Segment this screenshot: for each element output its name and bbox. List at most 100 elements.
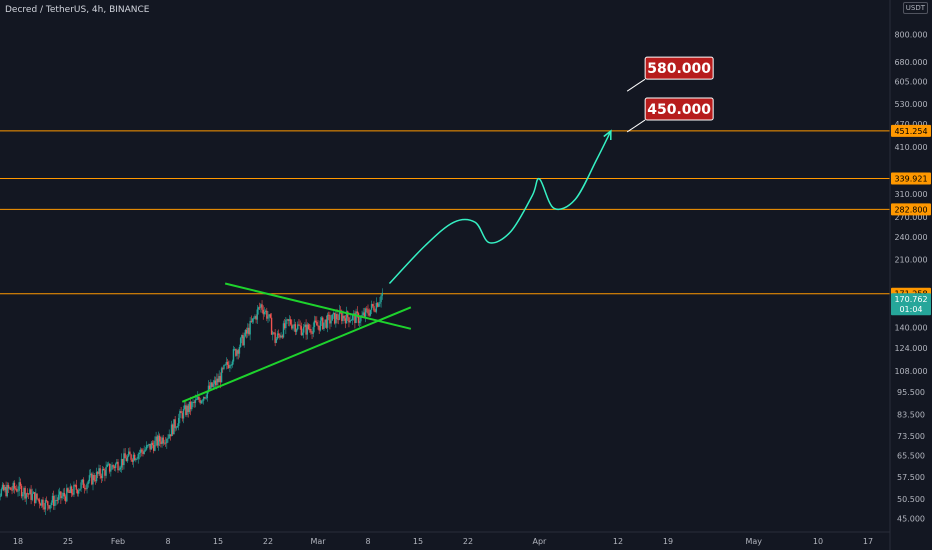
candle-body	[285, 319, 287, 329]
candle-body	[111, 465, 113, 470]
candle-body	[263, 311, 266, 315]
candle-body	[264, 310, 267, 312]
candle-body	[31, 493, 33, 500]
candle-body	[54, 500, 56, 506]
candle-body	[380, 295, 382, 302]
candle-body	[214, 380, 217, 386]
level-price-label: 451.254	[894, 127, 927, 136]
candle-body	[307, 324, 310, 329]
candle-body	[299, 325, 301, 327]
candle-body	[338, 310, 341, 320]
candle-body	[269, 314, 272, 318]
candle-body	[148, 443, 150, 446]
candle-body	[226, 361, 229, 365]
candle-body	[62, 492, 64, 497]
candle-body	[24, 487, 26, 499]
candle-body	[317, 325, 319, 327]
currency-badge[interactable]: USDT	[902, 2, 928, 14]
candle-body	[343, 315, 345, 319]
candle-body	[61, 496, 63, 499]
y-tick-label: 605.000	[894, 78, 927, 87]
candle-body	[137, 454, 139, 459]
level-price-label: 339.921	[894, 175, 927, 184]
y-tick-label: 470.000	[894, 120, 927, 129]
callout-label: 450.000	[647, 102, 711, 118]
candle-body	[50, 502, 53, 506]
x-tick-label: 8	[365, 537, 370, 546]
candle-body	[228, 364, 230, 368]
candle-body	[268, 314, 270, 317]
candle-body	[213, 380, 216, 384]
y-tick-label: 680.000	[894, 58, 927, 67]
candle-body	[257, 307, 260, 310]
candle-body	[43, 507, 45, 510]
candle-body	[126, 456, 129, 462]
candle-body	[236, 350, 238, 356]
candle-body	[35, 493, 37, 503]
candle-body	[342, 315, 344, 322]
candle-body	[181, 413, 183, 419]
candle-body	[138, 452, 141, 455]
candle-body	[230, 365, 232, 366]
candle-body	[20, 485, 23, 497]
candle-body	[22, 494, 24, 497]
candle-body	[288, 319, 291, 321]
candle-body	[173, 419, 175, 435]
symbol-title: Decred / TetherUS, 4h, BINANCE	[5, 5, 150, 15]
candle-body	[223, 365, 225, 369]
candle-body	[267, 316, 269, 319]
candle-body	[243, 336, 245, 346]
x-tick-label: 15	[213, 537, 223, 546]
candle-body	[208, 385, 211, 389]
candle-body	[275, 338, 278, 343]
candle-body	[162, 437, 164, 444]
candle-body	[30, 489, 32, 500]
candle-body	[186, 405, 188, 415]
candle-body	[172, 424, 174, 435]
candle-body	[39, 503, 42, 506]
candle-body	[73, 484, 75, 495]
candle-body	[336, 313, 338, 320]
candle-body	[360, 316, 362, 322]
candle-body	[68, 491, 70, 493]
candle-body	[326, 314, 329, 328]
candle-body	[361, 315, 363, 317]
candle-body	[373, 306, 375, 311]
candle-body	[306, 324, 308, 335]
candle-body	[158, 435, 161, 442]
candle-body	[366, 308, 368, 310]
candle-body	[153, 445, 155, 451]
candle-body	[274, 332, 276, 343]
y-tick-label: 57.500	[897, 473, 925, 482]
x-tick-label: 22	[463, 537, 473, 546]
candle-body	[151, 442, 154, 446]
candle-body	[244, 330, 247, 337]
candle-body	[301, 332, 304, 336]
candle-body	[305, 324, 307, 335]
candle-body	[33, 492, 36, 503]
candle-body	[163, 442, 166, 444]
candle-body	[174, 419, 176, 428]
candle-body	[180, 411, 182, 414]
candle-body	[93, 475, 95, 481]
candle-body	[231, 361, 233, 366]
candle-body	[142, 451, 144, 454]
candle-body	[1, 484, 4, 490]
candle-body	[242, 335, 244, 346]
triangle-trendline	[181, 306, 412, 403]
x-tick-label: May	[745, 537, 762, 546]
candle-body	[150, 442, 153, 450]
candle-body	[8, 487, 11, 489]
candle-body	[278, 333, 280, 335]
candle-body	[310, 329, 312, 333]
candle-body	[281, 335, 283, 338]
level-price-badge	[891, 172, 931, 185]
candle-body	[328, 314, 330, 316]
candle-body	[237, 350, 239, 354]
x-tick-label: Mar	[310, 537, 326, 546]
x-tick-label: Feb	[111, 537, 125, 546]
triangle-layer	[181, 282, 412, 403]
price-countdown-label: 01:04	[899, 305, 922, 314]
